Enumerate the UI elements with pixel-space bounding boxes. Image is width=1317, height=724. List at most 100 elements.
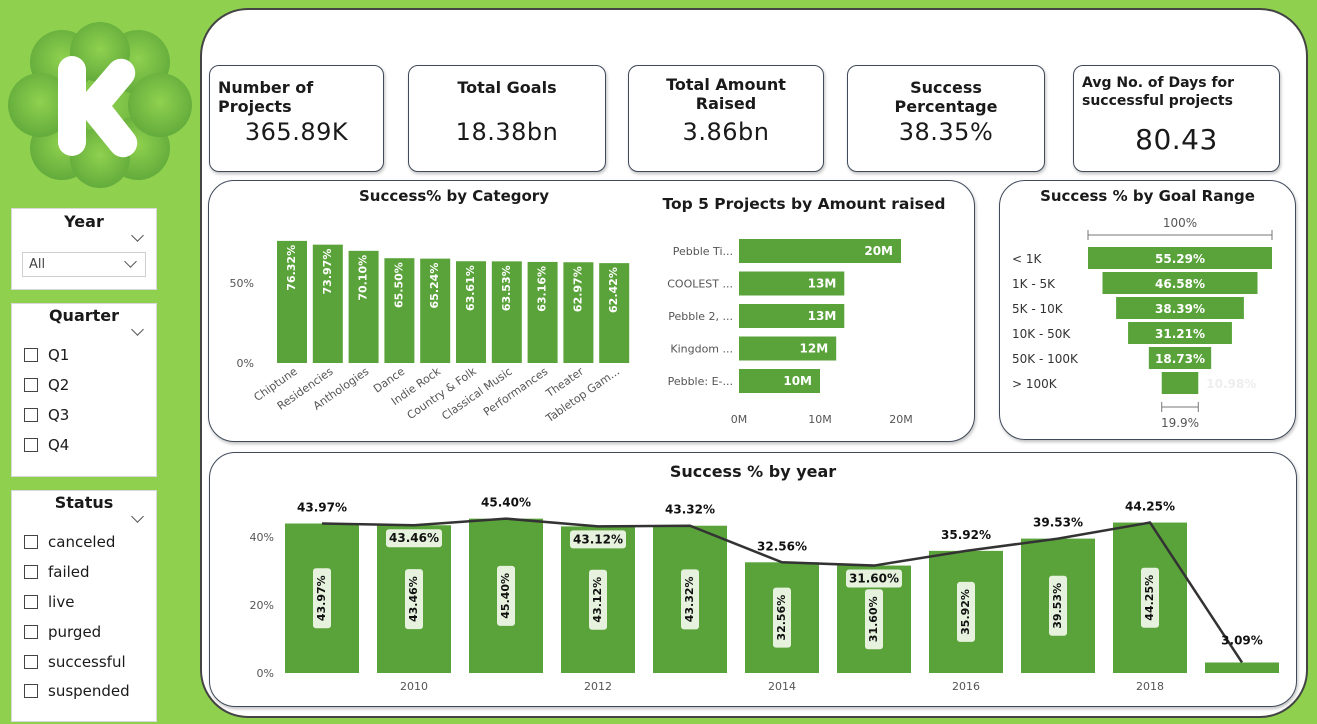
- year-point-label-bg: [846, 569, 902, 588]
- top-project-bar-label: 13M: [808, 277, 837, 291]
- funnel-bar: [1102, 272, 1258, 294]
- kpi-title: Total Goals: [457, 78, 557, 97]
- category-bar: [312, 244, 343, 363]
- chevron-down-icon[interactable]: [131, 510, 144, 523]
- year-point-label: 35.92%: [941, 528, 991, 542]
- category-bar-label: 63.61%: [464, 265, 477, 311]
- year-bar-label: 43.46%: [407, 576, 420, 622]
- category-bar: [348, 250, 379, 363]
- chevron-down-icon[interactable]: [131, 323, 144, 336]
- funnel-category-label: < 1K: [1012, 252, 1043, 266]
- status-option-failed[interactable]: failed: [24, 561, 90, 583]
- year-bar-label-bg: [681, 569, 699, 630]
- funnel-bar: [1148, 347, 1212, 369]
- checkbox[interactable]: [24, 625, 38, 639]
- top-project-bar-label: 20M: [864, 244, 893, 258]
- status-slicer-title: Status: [54, 493, 114, 512]
- top-project-name: Pebble: E-...: [668, 375, 733, 388]
- year-point-label: 32.56%: [757, 539, 807, 553]
- year-point-label: 43.97%: [297, 501, 347, 515]
- year-point-label-bg: [386, 529, 442, 548]
- checkbox[interactable]: [24, 438, 38, 452]
- goal-range-funnel: 100% < 1K 55.29% 1K - 5K 46.58% 5K - 10K 38.39…: [1012, 216, 1273, 430]
- x-tick-label: 2012: [584, 680, 612, 693]
- quarter-option-q2[interactable]: Q2: [24, 374, 69, 396]
- year-point-label: 3.09%: [1221, 633, 1263, 647]
- year-bar-label: 39.53%: [1051, 583, 1064, 629]
- kpi-total-amount-raised: Total Amount Raised 3.86bn: [628, 65, 824, 172]
- kpi-value: 38.35%: [898, 118, 994, 146]
- year-bar-label-bg: [1141, 567, 1159, 628]
- status-option-live[interactable]: live: [24, 591, 74, 613]
- year-point-label: 43.12%: [573, 532, 623, 546]
- year-point-label: 39.53%: [1033, 516, 1083, 530]
- category-bar-label: 63.16%: [536, 266, 549, 312]
- x-tick-label: 2016: [952, 680, 980, 693]
- quarter-slicer: Quarter Q1 Q2 Q3 Q4: [11, 303, 157, 477]
- kickstarter-logo: [8, 22, 192, 188]
- year-point-label: 45.40%: [481, 496, 531, 510]
- kpi-title: Number of Projects: [218, 78, 314, 116]
- year-trend-line: [321, 517, 1244, 664]
- category-bar-label: 65.24%: [428, 263, 441, 309]
- quarter-option-q1[interactable]: Q1: [24, 344, 69, 366]
- top-project-name: Kingdom ...: [670, 343, 733, 356]
- year-bar-label: 35.92%: [959, 589, 972, 635]
- top-project-bar: [739, 271, 845, 296]
- category-chart-title: Success% by Category: [359, 187, 549, 205]
- checkbox[interactable]: [24, 655, 38, 669]
- category-bar-label: 62.42%: [607, 267, 620, 313]
- top-project-bar-label: 10M: [783, 374, 812, 388]
- kpi-title: Total Amount Raised: [666, 75, 786, 113]
- top-project-bar: [739, 304, 845, 328]
- status-slicer: Status canceled failed live purged succe…: [11, 490, 157, 722]
- status-option-successful[interactable]: successful: [24, 651, 126, 673]
- top-project-bar-label: 13M: [808, 309, 837, 323]
- funnel-category-label: 1K - 5K: [1012, 277, 1056, 291]
- checkbox[interactable]: [24, 378, 38, 392]
- year-bar-label-bg: [589, 569, 607, 630]
- x-tick-label: 2018: [1136, 680, 1164, 693]
- status-option-suspended[interactable]: suspended: [24, 680, 130, 702]
- checkbox[interactable]: [24, 565, 38, 579]
- x-tick-label: 20M: [889, 413, 913, 426]
- x-tick-label: 0M: [731, 413, 748, 426]
- year-bar-label: 44.25%: [1143, 575, 1156, 621]
- year-bar-label-bg: [773, 587, 791, 648]
- status-option-purged[interactable]: purged: [24, 621, 101, 643]
- checkbox[interactable]: [24, 684, 38, 698]
- year-bar-label: 43.97%: [315, 575, 328, 621]
- goal-range-card: Success % by Goal Range 100% < 1K 55.29% 1K…: [999, 180, 1296, 440]
- top-project-bar: [739, 239, 901, 263]
- quarter-option-q3[interactable]: Q3: [24, 404, 69, 426]
- success-by-year-chart: 0% 20% 40% 43.97% 43.46% 45.40% 43.12% 43.32% 32…: [250, 496, 1279, 693]
- kpi-value: 3.86bn: [682, 118, 770, 146]
- checkbox[interactable]: [24, 408, 38, 422]
- funnel-bar-label: 31.21%: [1155, 327, 1205, 341]
- year-bar-label-bg: [313, 568, 331, 629]
- status-option-canceled[interactable]: canceled: [24, 531, 115, 553]
- category-bar: [277, 240, 307, 363]
- category-tick-label: Performances: [481, 365, 550, 419]
- top-project-bar: [739, 369, 820, 393]
- category-bar-label: 62.97%: [571, 266, 584, 312]
- year-bar: [1205, 662, 1279, 673]
- year-bar-label: 43.12%: [591, 577, 604, 623]
- quarter-option-q4[interactable]: Q4: [24, 434, 69, 456]
- checkbox[interactable]: [24, 595, 38, 609]
- checkbox[interactable]: [24, 535, 38, 549]
- checkbox[interactable]: [24, 348, 38, 362]
- chevron-down-icon[interactable]: [131, 229, 144, 242]
- funnel-bar-label: 55.29%: [1155, 252, 1205, 266]
- funnel-bar: [1128, 322, 1232, 344]
- year-point-label: 44.25%: [1125, 500, 1175, 514]
- year-point-label: 31.60%: [849, 572, 899, 586]
- funnel-bar-label: 38.39%: [1155, 302, 1205, 316]
- category-bar-label: 70.10%: [357, 255, 370, 301]
- kpi-title: Avg No. of Days for successful projects: [1082, 75, 1235, 109]
- year-dropdown[interactable]: All: [22, 252, 146, 277]
- top-project-name: COOLEST ...: [667, 278, 733, 291]
- top-project-name: Pebble 2, ...: [668, 310, 733, 323]
- quarter-slicer-title: Quarter: [48, 306, 120, 325]
- kpi-value: 365.89K: [244, 118, 349, 146]
